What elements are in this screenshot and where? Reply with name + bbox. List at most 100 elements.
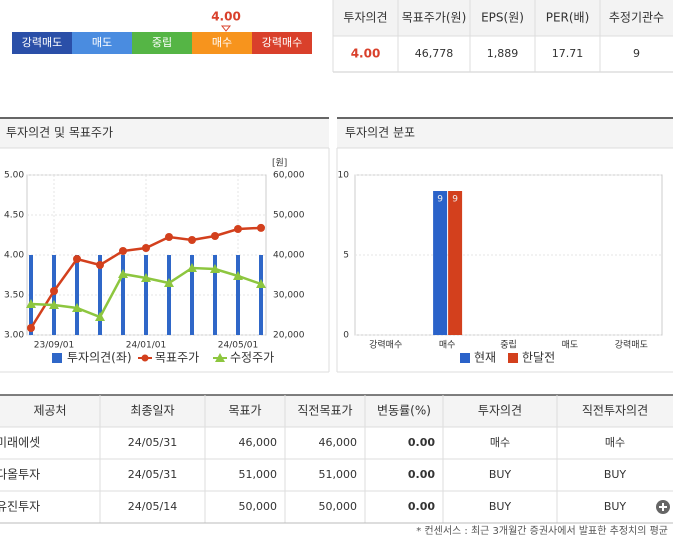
bar: [98, 255, 102, 335]
bar: [236, 255, 240, 335]
section-header: [0, 118, 329, 148]
scale-label: 강력매도: [22, 36, 62, 49]
y-tick-label: 10: [338, 171, 350, 181]
legend-label: 한달전: [522, 351, 555, 365]
line-marker: [188, 236, 196, 244]
legend-swatch: [215, 353, 225, 362]
table-header-bg: [0, 395, 673, 427]
bar: [144, 255, 148, 335]
y2-tick-label: 60,000: [273, 171, 305, 181]
table-cell: 24/05/14: [128, 500, 177, 513]
legend-swatch: [460, 353, 470, 363]
x-tick-label: 강력매도: [615, 339, 648, 351]
line-marker: [233, 271, 243, 280]
table-cell: BUY: [489, 500, 512, 513]
bar: [167, 255, 171, 335]
line-marker: [49, 300, 59, 309]
expand-icon: [659, 503, 667, 511]
legend-label: 투자의견(좌): [67, 351, 132, 365]
table-cell: 50,000: [319, 500, 358, 513]
scale-label: 강력매수: [262, 36, 302, 49]
y-tick-label: 3.50: [4, 291, 24, 301]
line-marker: [96, 261, 104, 269]
line-marker: [119, 247, 127, 255]
scale-segment: [132, 32, 192, 54]
table-cell: 24/05/31: [128, 468, 177, 481]
rating-value-label: 4.00: [211, 10, 241, 24]
line-marker: [141, 273, 151, 282]
bar: [75, 255, 79, 335]
table-header: EPS(원): [481, 11, 524, 25]
line-marker: [27, 324, 35, 332]
line-marker: [118, 269, 128, 278]
table-cell: BUY: [604, 500, 627, 513]
line-marker: [72, 303, 82, 312]
table-header: 목표가: [228, 404, 261, 418]
scale-segment: [252, 32, 312, 54]
scale-label: 매수: [212, 36, 232, 49]
scale-label: 중립: [152, 36, 172, 49]
table-header-bg: [333, 0, 673, 36]
table-header: 투자의견: [478, 404, 522, 418]
y-tick-label: 0: [343, 331, 349, 341]
y-tick-label: 5.00: [4, 171, 24, 181]
data-label: 9: [452, 195, 458, 205]
table-header: 제공처: [33, 404, 66, 418]
table-cell: 9: [633, 47, 640, 60]
table-cell: BUY: [489, 468, 512, 481]
y2-tick-label: 30,000: [273, 291, 305, 301]
legend-label: 수정주가: [230, 351, 274, 365]
line-marker: [164, 278, 174, 287]
table-cell: 51,000: [319, 468, 358, 481]
line-marker: [95, 312, 105, 321]
data-label: 9: [437, 195, 443, 205]
unit-label: [원]: [272, 158, 287, 169]
section-header: [337, 118, 673, 148]
y2-tick-label: 20,000: [273, 331, 305, 341]
x-tick-label: 강력매수: [369, 339, 402, 351]
legend-label: 현재: [474, 351, 496, 365]
line-marker: [26, 299, 36, 308]
table-cell: 1,889: [487, 47, 519, 60]
y2-tick-label: 40,000: [273, 251, 305, 261]
table-cell: 미래에셋: [0, 436, 40, 450]
scale-label: 매도: [92, 36, 112, 49]
table-header: 투자의견: [343, 11, 387, 25]
scale-segment: [72, 32, 132, 54]
y-tick-label: 4.50: [4, 211, 24, 221]
bar: [190, 255, 194, 335]
y-tick-label: 4.00: [4, 251, 24, 261]
line-marker: [211, 232, 219, 240]
table-header: PER(배): [546, 11, 590, 25]
x-tick-label: 23/09/01: [34, 341, 74, 351]
table-cell: 매수: [605, 436, 625, 449]
x-tick-label: 중립: [500, 340, 517, 351]
table-header: 직전목표가: [297, 404, 352, 418]
bar: [433, 191, 448, 335]
table-header: 최종일자: [130, 404, 174, 418]
legend-label: 목표주가: [155, 351, 199, 365]
table-cell: 46,000: [239, 436, 278, 449]
table-header: 직전투자의견: [582, 404, 648, 418]
footnote: * 컨센서스 : 최근 3개월간 증권사에서 발표한 추정치의 평균: [416, 525, 668, 537]
legend-swatch: [52, 353, 62, 363]
bar: [121, 255, 125, 335]
table-cell: 51,000: [239, 468, 278, 481]
bar: [29, 255, 33, 335]
x-tick-label: 매도: [562, 340, 579, 351]
bar: [213, 255, 217, 335]
table-cell: 24/05/31: [128, 436, 177, 449]
line-marker: [142, 244, 150, 252]
y-tick-label: 3.00: [4, 331, 24, 341]
table-cell: 0.00: [408, 436, 435, 449]
y2-tick-label: 50,000: [273, 211, 305, 221]
table-cell: 0.00: [408, 468, 435, 481]
table-cell: BUY: [604, 468, 627, 481]
table-cell: 0.00: [408, 500, 435, 513]
table-header: 변동률(%): [377, 404, 431, 418]
table-cell: 다올투자: [0, 468, 40, 482]
line-marker: [234, 225, 242, 233]
table-cell: 50,000: [239, 500, 278, 513]
table-cell: 46,000: [319, 436, 358, 449]
table-cell: 매수: [490, 436, 510, 449]
